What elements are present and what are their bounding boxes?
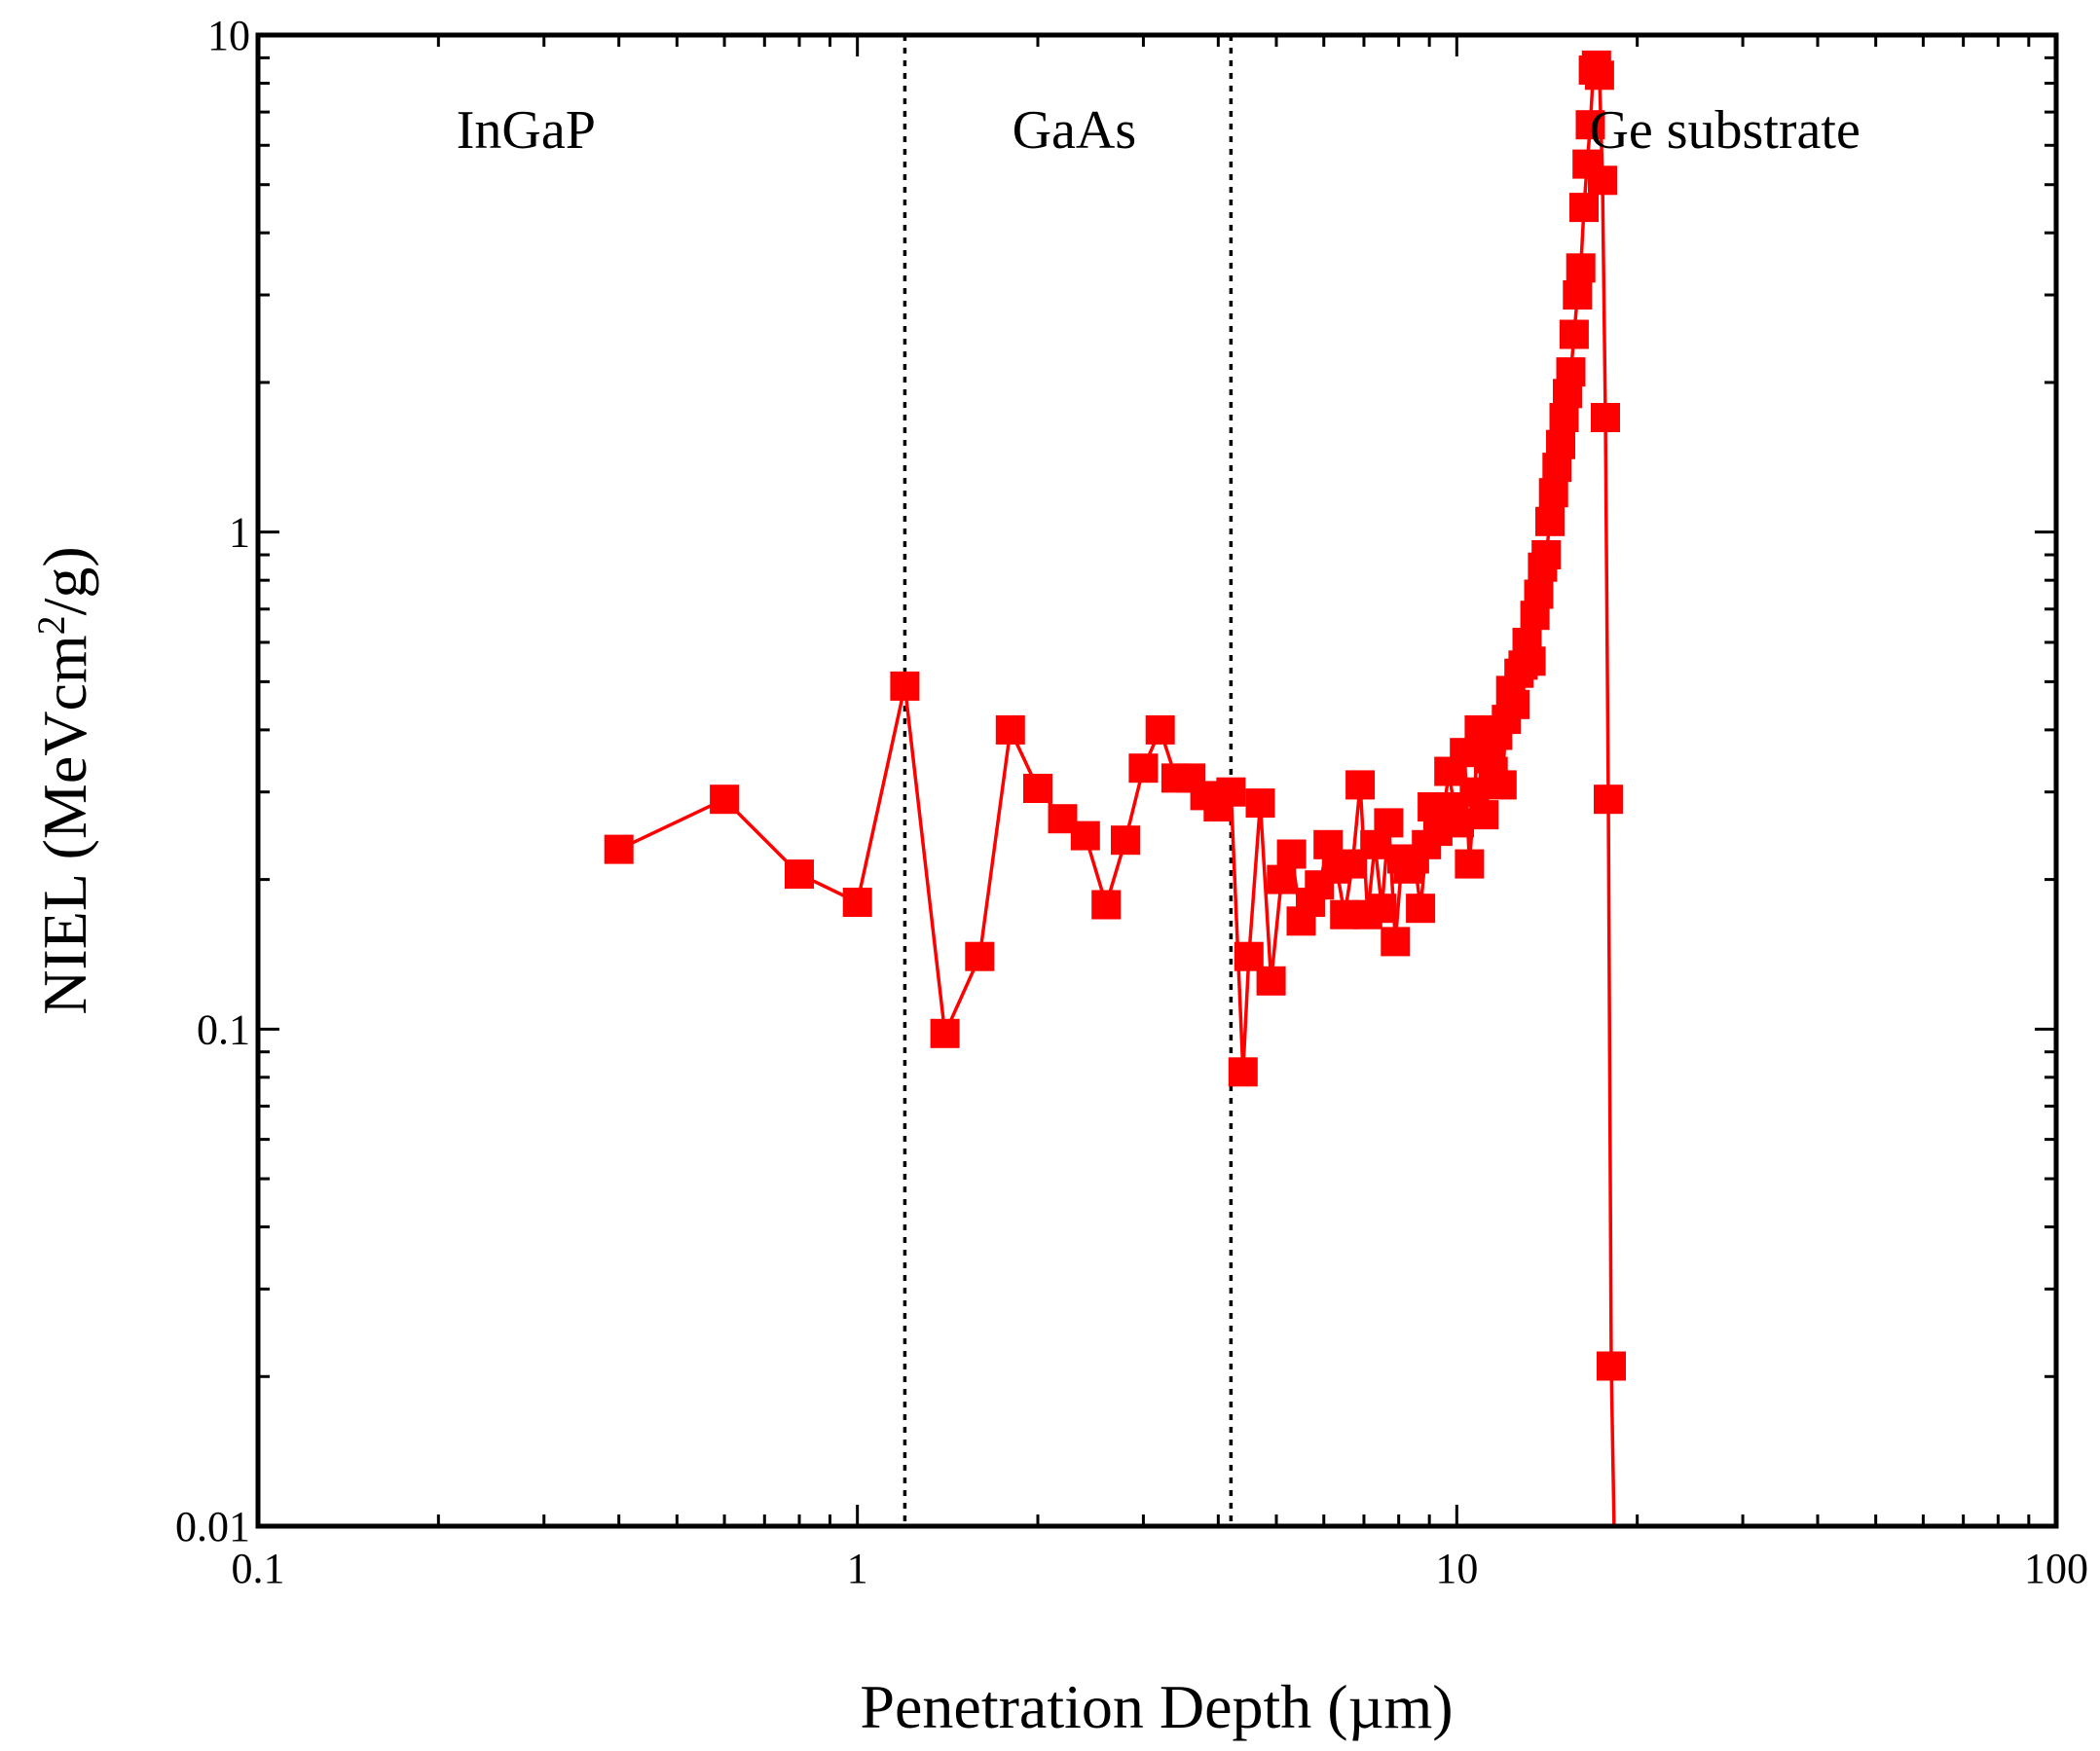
data-point-marker [604, 834, 634, 864]
y-tick-label: 0.1 [197, 1005, 250, 1053]
data-point-marker [1234, 941, 1264, 971]
data-point-marker [1524, 579, 1554, 609]
data-point-marker [1091, 890, 1122, 920]
layer-boundaries [903, 35, 1234, 1526]
data-point-marker [1070, 821, 1100, 851]
x-tick-label: 0.1 [232, 1545, 285, 1592]
y-tick-label: 1 [229, 509, 250, 557]
y-tick-label: 0.01 [175, 1503, 250, 1550]
data-point-marker [1556, 357, 1586, 387]
data-point-marker [1588, 165, 1617, 196]
data-point-marker [890, 671, 920, 701]
y-axis-title-end: /g) [30, 546, 99, 615]
data-point-marker [1445, 808, 1474, 838]
data-point-marker [1538, 478, 1568, 508]
data-point-marker [1245, 788, 1275, 819]
y-axis-title-main: NIEL (MeVcm [30, 635, 99, 1014]
data-point-marker [1535, 506, 1565, 536]
data-point-marker [1500, 689, 1529, 719]
region-label: InGaP [457, 100, 596, 161]
data-point-marker [1145, 714, 1175, 745]
region-labels: InGaP GaAs Ge substrate [457, 100, 1861, 161]
data-point-marker [1546, 429, 1575, 459]
data-point-marker [1584, 60, 1614, 91]
y-axis-title: NIEL (MeVcm2/g) [29, 546, 100, 1014]
data-point-marker [1345, 770, 1376, 800]
data-point-marker [1455, 849, 1485, 879]
data-point-marker [1216, 777, 1246, 807]
data-point-marker [1381, 927, 1411, 957]
y-axis-title-superscript: 2 [29, 615, 73, 635]
y-tick-label: 10 [207, 12, 250, 59]
region-label: Ge substrate [1589, 100, 1860, 161]
data-point-marker [1111, 825, 1140, 856]
data-point-marker [1256, 966, 1286, 996]
data-point-marker [1559, 319, 1589, 349]
data-point-marker [1575, 110, 1605, 140]
data-point-marker [995, 714, 1025, 745]
data-point-marker [1228, 1057, 1258, 1087]
x-tick-label: 10 [1435, 1545, 1478, 1592]
data-point-marker [1597, 1351, 1626, 1381]
plot-frame [255, 32, 2059, 1529]
data-point-marker [785, 859, 814, 890]
data-point-marker [1374, 808, 1404, 838]
data-point-marker [1594, 784, 1623, 815]
data-point-marker [1367, 894, 1397, 924]
data-point-marker [1531, 540, 1562, 569]
data-point-marker [1267, 864, 1297, 894]
x-tick-label: 1 [847, 1545, 868, 1592]
x-tick-label: 100 [2024, 1545, 2088, 1592]
data-point-marker [842, 888, 872, 917]
data-point-marker [1487, 770, 1517, 800]
data-point-marker [1276, 839, 1307, 869]
data-point-marker [1516, 646, 1546, 676]
data-point-marker [1023, 774, 1052, 803]
data-point-marker [1406, 894, 1436, 924]
region-label: GaAs [1013, 100, 1137, 161]
data-point-marker [1469, 800, 1499, 830]
data-point-marker [1591, 403, 1620, 432]
data-point-marker [1128, 753, 1159, 784]
x-axis-title: Penetration Depth (µm) [860, 1672, 1453, 1741]
series-group [604, 50, 1631, 1526]
data-point-marker [710, 784, 740, 815]
data-point-marker [1566, 253, 1596, 283]
data-point-marker [930, 1018, 960, 1048]
data-point-marker [1563, 280, 1593, 310]
data-point-marker [965, 941, 995, 971]
data-point-marker [1569, 193, 1599, 223]
